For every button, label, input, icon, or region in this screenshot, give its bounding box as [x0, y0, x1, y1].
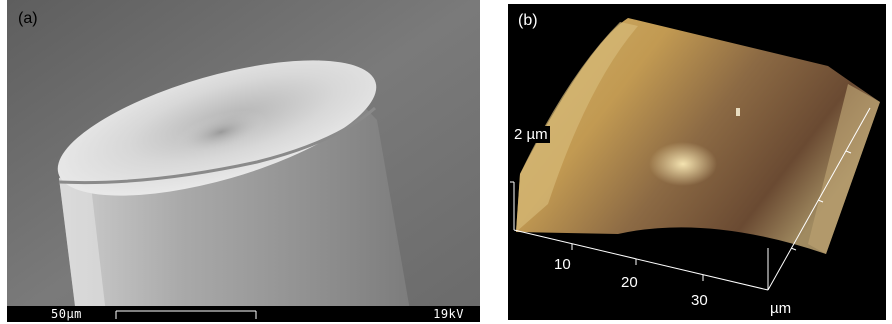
- afm-axes: [510, 107, 871, 291]
- x-tick-label: 20: [621, 274, 638, 291]
- afm-surface: [516, 18, 880, 254]
- x-tick-label: 10: [554, 256, 571, 273]
- x-tick-label: 30: [691, 292, 708, 309]
- afm-surface-plot: [510, 18, 880, 291]
- scale-bar: [115, 310, 257, 319]
- fiber-dimple: [174, 110, 268, 154]
- z-axis-label: 2 µm: [512, 126, 550, 143]
- afm-image-panel: (b) 2 µm 10 20 30 µm: [508, 4, 886, 320]
- sem-fiber-image: [7, 0, 480, 322]
- scale-bar-label: 50µm: [51, 307, 82, 321]
- afm-peak: [649, 142, 717, 186]
- sem-info-bar: 50µm 19kV: [7, 306, 480, 322]
- panel-label-b: (b): [518, 12, 538, 29]
- axis-unit-label: µm: [770, 300, 792, 317]
- panel-label-a: (a): [18, 10, 38, 27]
- sem-image-panel: (a) 50µm 19kV: [7, 0, 480, 322]
- voltage-label: 19kV: [433, 307, 464, 321]
